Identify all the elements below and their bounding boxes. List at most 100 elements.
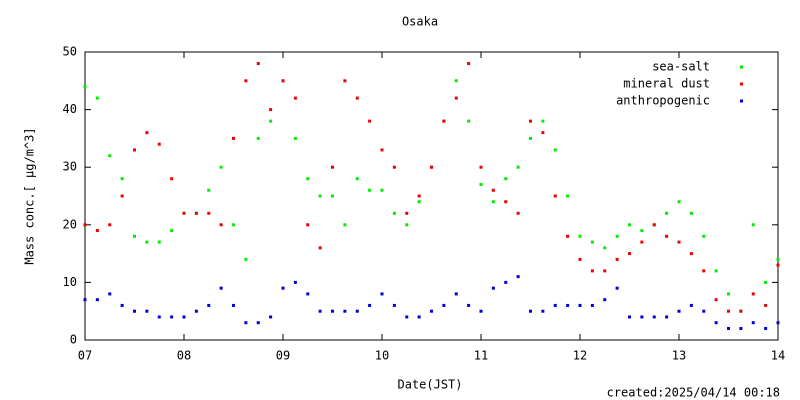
legend-label: mineral dust — [623, 77, 710, 91]
data-point — [232, 136, 235, 140]
data-point — [232, 223, 235, 227]
data-point — [157, 240, 161, 244]
data-point — [640, 229, 644, 233]
data-point — [615, 234, 619, 238]
legend-marker — [740, 65, 743, 69]
data-point — [628, 252, 631, 256]
data-point — [652, 223, 656, 227]
data-point — [405, 211, 409, 215]
data-point — [776, 263, 780, 267]
data-point — [603, 269, 607, 273]
data-point — [405, 223, 409, 227]
legend-marker — [740, 99, 743, 103]
data-point — [566, 234, 570, 238]
data-point — [133, 309, 136, 313]
data-point — [306, 177, 310, 181]
data-point — [318, 246, 322, 250]
data-point — [343, 79, 347, 83]
data-point — [83, 223, 87, 227]
data-point — [467, 119, 471, 123]
data-point — [467, 62, 471, 66]
data-point — [665, 211, 669, 215]
data-point — [491, 188, 495, 192]
data-point — [145, 131, 149, 135]
data-point — [380, 148, 384, 152]
x-tick-label: 14 — [771, 349, 785, 363]
data-point — [764, 280, 768, 284]
data-point — [504, 200, 508, 204]
data-point — [343, 309, 347, 313]
data-point — [331, 309, 334, 313]
data-point — [652, 315, 656, 319]
data-point — [764, 326, 768, 330]
data-point — [244, 79, 248, 83]
data-point — [454, 79, 458, 83]
data-point — [603, 298, 607, 302]
data-point — [331, 194, 334, 198]
data-point — [306, 223, 310, 227]
data-point — [467, 303, 471, 307]
data-point — [553, 194, 557, 198]
data-point — [776, 321, 780, 325]
x-tick-label: 12 — [573, 349, 587, 363]
x-tick-label: 11 — [474, 349, 488, 363]
data-point — [368, 119, 372, 123]
data-point — [417, 315, 421, 319]
x-tick-label: 07 — [78, 349, 92, 363]
data-point — [702, 309, 706, 313]
data-point — [702, 234, 706, 238]
data-point — [578, 257, 582, 261]
data-point — [368, 303, 372, 307]
data-point — [182, 211, 186, 215]
data-point — [269, 119, 273, 123]
data-point — [689, 303, 693, 307]
legend-marker — [740, 82, 743, 86]
y-tick-label: 50 — [63, 45, 77, 59]
data-point — [640, 240, 644, 244]
data-point — [702, 269, 706, 273]
y-tick-label: 10 — [63, 275, 77, 289]
data-point — [83, 85, 87, 89]
data-point — [157, 142, 161, 146]
data-point — [590, 269, 594, 273]
data-point — [380, 292, 384, 296]
data-point — [689, 252, 693, 256]
data-point — [677, 240, 681, 244]
data-point — [133, 234, 136, 238]
y-tick-label: 40 — [63, 102, 77, 116]
data-point — [751, 321, 755, 325]
data-point — [145, 309, 149, 313]
data-point — [516, 165, 520, 169]
data-point — [170, 177, 174, 181]
data-point — [120, 303, 124, 307]
data-point — [108, 223, 112, 227]
data-point — [665, 234, 669, 238]
data-point — [454, 292, 458, 296]
x-tick-label: 10 — [375, 349, 389, 363]
data-point — [120, 177, 124, 181]
chart-title: Osaka — [402, 15, 438, 29]
data-point — [615, 286, 619, 290]
data-point — [157, 315, 161, 319]
data-point — [244, 257, 248, 261]
data-point — [516, 275, 520, 279]
data-point — [318, 309, 322, 313]
data-point — [219, 286, 223, 290]
y-axis-label: Mass conc.[ μg/m^3] — [23, 127, 37, 264]
data-point — [529, 136, 532, 140]
data-point — [590, 240, 594, 244]
data-point — [232, 303, 235, 307]
data-point — [541, 131, 545, 135]
data-point — [727, 326, 730, 330]
data-point — [665, 315, 669, 319]
data-point — [170, 229, 174, 233]
data-point — [714, 298, 718, 302]
data-point — [727, 309, 730, 313]
data-point — [764, 303, 768, 307]
data-point — [355, 96, 359, 100]
data-point — [244, 321, 248, 325]
data-point — [714, 321, 718, 325]
data-point — [590, 303, 594, 307]
data-point — [256, 62, 260, 66]
